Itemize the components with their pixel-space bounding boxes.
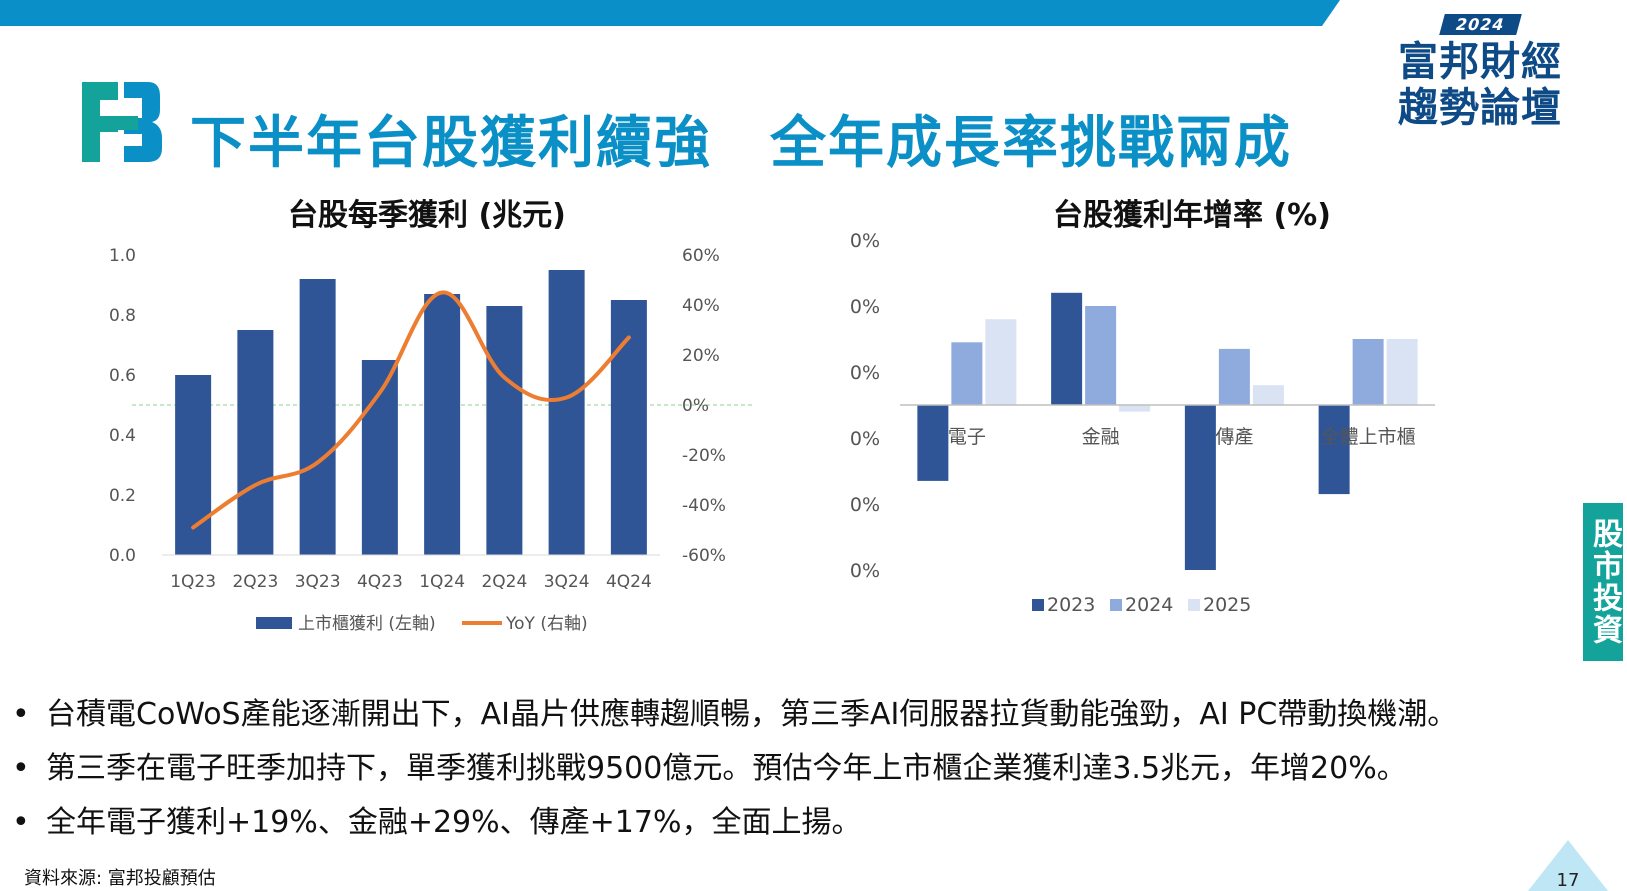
x-axis-tick-label: 3Q23 [295, 572, 341, 592]
legend-swatch-2025 [1188, 599, 1200, 611]
bar-growth-2023 [1051, 292, 1083, 405]
category-label: 傳產 [1215, 426, 1253, 448]
legend-swatch-earnings [256, 617, 292, 629]
bar-quarterly-earnings [175, 375, 212, 555]
bar-quarterly-earnings [610, 300, 647, 555]
y-axis-tick-label: -30% [850, 494, 880, 516]
x-axis-tick-label: 2Q24 [481, 572, 527, 592]
bar-quarterly-earnings [237, 330, 274, 555]
x-axis-tick-label: 3Q24 [544, 572, 590, 592]
y-axis-tick-label: 30% [850, 296, 880, 318]
right-axis-tick-label: 40% [682, 296, 720, 316]
x-axis-tick-label: 4Q23 [357, 572, 403, 592]
bar-quarterly-earnings [299, 279, 336, 555]
bullet-text: 全年電子獲利+19%、金融+29%、傳產+17%，全面上揚。 [46, 805, 862, 840]
bar-growth-2023 [917, 405, 949, 481]
bar-quarterly-earnings [486, 306, 523, 555]
forum-badge: 2024 富邦財經 趨勢論壇 [1380, 8, 1580, 138]
left-axis-tick-label: 0.2 [109, 486, 136, 506]
page-number: 17 [1557, 870, 1580, 891]
category-label: 電子 [948, 426, 986, 448]
source-note: 資料來源: 富邦投顧預估 [24, 868, 216, 889]
y-axis-tick-label: -10% [850, 428, 880, 450]
bullet-dot: • [12, 805, 30, 840]
legend-swatch-2023 [1032, 599, 1044, 611]
bar-growth-2025 [985, 319, 1017, 405]
bullet-item: • 全年電子獲利+19%、金融+29%、傳產+17%，全面上揚。 [8, 803, 1618, 857]
forum-year-badge: 2024 [1438, 14, 1522, 35]
legend-label-2023: 2023 [1047, 594, 1095, 616]
top-banner-bar [0, 0, 1340, 26]
x-axis-tick-label: 4Q24 [606, 572, 652, 592]
chart2-title: 台股獲利年增率 (%) [1053, 198, 1331, 233]
legend-label-2025: 2025 [1203, 594, 1251, 616]
chart1-title: 台股每季獲利 (兆元) [288, 198, 566, 233]
x-axis-tick-label: 2Q23 [232, 572, 278, 592]
legend-swatch-2024 [1110, 599, 1122, 611]
left-axis-tick-label: 0.0 [109, 546, 136, 566]
bar-growth-2024 [1218, 348, 1250, 405]
fubon-logo-icon [82, 82, 162, 162]
page-number-badge: 17 [1528, 840, 1608, 891]
forum-title-line1: 富邦財經 [1398, 39, 1562, 85]
page-title: 下半年台股獲利續強 全年成長率挑戰兩成 [190, 111, 1292, 176]
bar-quarterly-earnings [548, 270, 585, 555]
bar-growth-2025 [1119, 405, 1151, 412]
bullet-dot: • [12, 751, 30, 786]
left-axis-tick-label: 1.0 [109, 246, 136, 266]
bar-growth-2025 [1252, 385, 1284, 405]
left-axis-tick-label: 0.8 [109, 306, 136, 326]
legend-label-earnings: 上市櫃獲利 (左軸) [298, 614, 436, 634]
bullet-item: • 第三季在電子旺季加持下，單季獲利挑戰9500億元。預估今年上市櫃企業獲利達3.… [8, 749, 1618, 803]
yoy-line [191, 290, 631, 530]
bullet-text: 第三季在電子旺季加持下，單季獲利挑戰9500億元。預估今年上市櫃企業獲利達3.5… [46, 751, 1407, 786]
category-label: 金融 [1082, 426, 1120, 448]
legend-label-yoy: YoY (右軸) [505, 614, 588, 634]
bullet-list: • 台積電CoWoS產能逐漸開出下，AI晶片供應轉趨順暢，第三季AI伺服器拉貨動能… [8, 695, 1618, 857]
earnings-growth-chart: 50% 30% 10% -10% -30% -50% 電子 金融 傳產 全體上市櫃 2023 2024… [850, 230, 1435, 616]
right-axis-tick-label: -20% [682, 446, 726, 466]
right-axis-tick-label: 0% [682, 396, 709, 416]
right-axis-tick-label: -60% [682, 546, 726, 566]
bullet-text: 台積電CoWoS產能逐漸開出下，AI晶片供應轉趨順暢，第三季AI伺服器拉貨動能強… [46, 697, 1458, 732]
forum-title-line2: 趨勢論壇 [1398, 85, 1562, 131]
bar-growth-2025 [1386, 339, 1418, 405]
left-axis-tick-label: 0.6 [109, 366, 136, 386]
bar-growth-2023 [1184, 405, 1216, 570]
right-axis-tick-label: -40% [682, 496, 726, 516]
y-axis-tick-label: 50% [850, 230, 880, 252]
bar-growth-2024 [1085, 306, 1117, 405]
right-axis-tick-label: 60% [682, 246, 720, 266]
bar-growth-2024 [1352, 339, 1384, 405]
bar-growth-2024 [951, 342, 983, 405]
y-axis-tick-label: 10% [850, 362, 880, 384]
legend-label-2024: 2024 [1125, 594, 1173, 616]
x-axis-tick-label: 1Q24 [419, 572, 465, 592]
category-label: 全體上市櫃 [1321, 426, 1416, 448]
bullet-item: • 台積電CoWoS產能逐漸開出下，AI晶片供應轉趨順暢，第三季AI伺服器拉貨動能… [8, 695, 1618, 749]
bullet-dot: • [12, 697, 30, 732]
left-axis-tick-label: 0.4 [109, 426, 136, 446]
bar-quarterly-earnings [424, 294, 461, 555]
right-axis-tick-label: 20% [682, 346, 720, 366]
quarterly-earnings-chart: 0.0 0.2 0.4 0.6 0.8 1.0 -60% -40% -20% 0% 20% 40% 60… [109, 246, 755, 634]
y-axis-tick-label: -50% [850, 560, 880, 582]
x-axis-tick-label: 1Q23 [170, 572, 216, 592]
bar-growth-2023 [1318, 405, 1350, 495]
section-tab-stock-investment[interactable]: 股市投資 [1583, 503, 1623, 661]
